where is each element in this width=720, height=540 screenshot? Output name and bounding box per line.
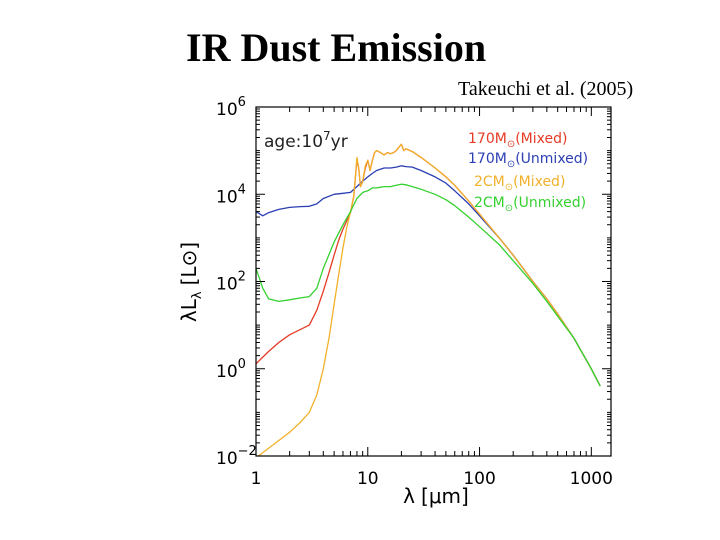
- legend-entry: 2CM⊙(Unmixed): [474, 195, 586, 214]
- legend-entry: 170M⊙(Unmixed): [468, 151, 588, 170]
- legend-tail: (Mixed): [515, 131, 567, 147]
- y-axis-sun-symbol: ⊙: [177, 250, 201, 267]
- slide-title: IR Dust Emission: [186, 25, 487, 70]
- legend-tail: (Unmixed): [515, 151, 588, 167]
- x-tick-label: 1: [251, 469, 262, 489]
- citation: Takeuchi et al. (2005): [458, 78, 634, 100]
- legend-entry: 2CM⊙(Mixed): [474, 174, 565, 193]
- y-axis-subscript: λ: [190, 291, 205, 299]
- y-axis-symbol: λL: [177, 298, 201, 322]
- y-axis-label: λLλ [L⊙]: [177, 242, 205, 322]
- x-tick-label: 10: [357, 469, 379, 489]
- legend-tail: (Mixed): [513, 174, 565, 190]
- series-line-3: [256, 183, 601, 387]
- legend-mass: 170M: [468, 151, 507, 167]
- x-axis-label: λ [μm]: [403, 484, 469, 508]
- y-axis-unit-close: ]: [177, 242, 201, 250]
- legend-sun-symbol: ⊙: [507, 159, 515, 170]
- y-tick-label: 100: [216, 357, 246, 382]
- legend-entry: 170M⊙(Mixed): [468, 131, 567, 150]
- legend-mass: 2CM: [474, 195, 505, 211]
- y-axis-unit-open: [L: [177, 266, 201, 286]
- legend-tail: (Unmixed): [513, 195, 586, 211]
- y-tick-label: 102: [216, 270, 246, 295]
- legend: 170M⊙(Mixed) 170M⊙(Unmixed) 2CM⊙(Mixed) …: [468, 131, 588, 214]
- x-tick-label: 1000: [570, 469, 613, 489]
- legend-sun-symbol: ⊙: [507, 139, 515, 150]
- y-tick-label: 104: [216, 182, 246, 207]
- legend-sun-symbol: ⊙: [505, 182, 513, 193]
- x-axis-unit: [μm]: [421, 484, 469, 508]
- y-tick-label: 106: [216, 95, 246, 120]
- legend-mass: 170M: [468, 131, 507, 147]
- annotation-base: age:10: [264, 132, 323, 152]
- annotation-unit: yr: [331, 132, 348, 152]
- annotation-exp: 7: [323, 129, 331, 143]
- legend-mass: 2CM: [474, 174, 505, 190]
- series-layer: [256, 143, 601, 456]
- series-line-2: [257, 143, 601, 456]
- x-axis-symbol: λ: [403, 484, 415, 508]
- tick-layer: 1 10 100 1000 106 104 102 100 10−2: [216, 95, 613, 489]
- legend-sun-symbol: ⊙: [505, 203, 513, 214]
- age-annotation: age:107yr: [264, 129, 348, 152]
- y-tick-label: 10−2: [216, 444, 257, 469]
- x-tick-label: 100: [463, 469, 495, 489]
